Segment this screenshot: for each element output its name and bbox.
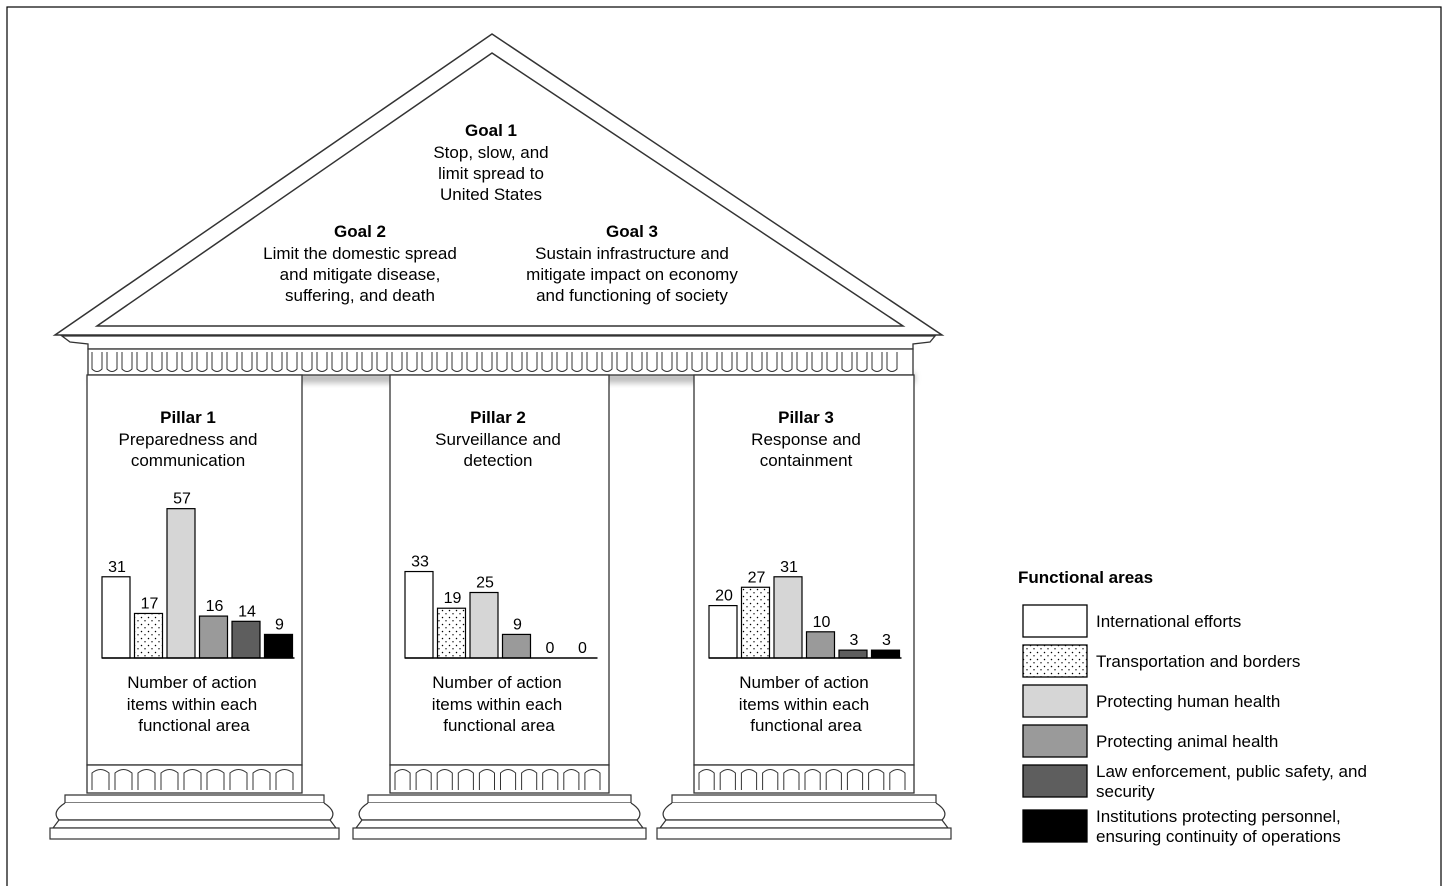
legend-swatch-5 <box>1022 764 1088 798</box>
pillar-1-bar-5-label: 14 <box>238 603 256 620</box>
pillar-3-line-2: containment <box>760 451 853 470</box>
pillar-2-base <box>352 764 647 840</box>
pillar-3-base <box>656 764 952 840</box>
pillar-2-bar-2 <box>436 607 467 659</box>
goal-1-line-1: Stop, slow, and <box>433 143 548 162</box>
goal-3-title: Goal 3 <box>606 222 658 241</box>
pillar-1-bar-3 <box>166 508 196 659</box>
pillar-3-caption-line-3: functional area <box>750 716 862 735</box>
pillar-2-caption-line-3: functional area <box>443 716 555 735</box>
pillar-1-caption-line-1: Number of action <box>127 673 256 692</box>
pillar-2-bar-chart: 33 19 25 9 0 0 <box>404 554 598 659</box>
pillar-3-bar-1 <box>708 604 738 659</box>
legend-label-3-line-1: Protecting human health <box>1096 692 1280 711</box>
pillar-2-bar-1-label: 33 <box>411 554 429 571</box>
pillar-1-bar-2 <box>133 612 164 659</box>
pillar-3-line-1: Response and <box>751 430 861 449</box>
legend-label-5-line-1: Law enforcement, public safety, and <box>1096 762 1367 781</box>
legend-swatch-3 <box>1022 684 1088 718</box>
pillar-1-bar-3-label: 57 <box>173 491 191 508</box>
pillar-1-bar-6-label: 9 <box>275 616 284 633</box>
pillar-3-title: Pillar 3 <box>778 408 834 427</box>
pillar-3-bar-2 <box>740 586 771 659</box>
pillar-1-bar-4 <box>198 615 229 659</box>
goal-1-line-2: limit spread to <box>438 164 544 183</box>
goal-1-line-3: United States <box>440 185 542 204</box>
pillar-3-caption-line-1: Number of action <box>739 673 868 692</box>
legend-label-4-line-1: Protecting animal health <box>1096 732 1278 751</box>
pillar-3-bar-chart: 20 27 31 10 3 3 <box>708 559 902 659</box>
pillar-1-line-1: Preparedness and <box>119 430 258 449</box>
legend-swatch-1 <box>1022 604 1088 638</box>
pillar-1-bar-chart: 31 17 57 16 14 9 <box>101 491 295 659</box>
legend: International efforts Transportation and … <box>1022 604 1367 846</box>
legend-label-2-line-1: Transportation and borders <box>1096 652 1300 671</box>
pillar-3-bar-6 <box>870 649 901 659</box>
pillar-2-caption-line-1: Number of action <box>432 673 561 692</box>
pillar-3-bar-4 <box>805 631 836 659</box>
legend-label-1-line-1: International efforts <box>1096 612 1241 631</box>
pillar-2-line-1: Surveillance and <box>435 430 561 449</box>
pillar-2-bar-3 <box>469 591 499 659</box>
pillar-3-bar-4-label: 10 <box>813 614 831 631</box>
pillar-2-line-2: detection <box>464 451 533 470</box>
goal-1-title: Goal 1 <box>465 121 517 140</box>
goal-3-line-3: and functioning of society <box>536 286 728 305</box>
goal-2-line-1: Limit the domestic spread <box>263 244 457 263</box>
pillar-2-bar-4 <box>501 633 532 659</box>
pillar-3-bar-3 <box>773 576 803 659</box>
pillar-3-bar-6-label: 3 <box>882 632 891 649</box>
pillar-1-bar-2-label: 17 <box>141 595 159 612</box>
goal-2-title: Goal 2 <box>334 222 386 241</box>
pillar-3-bar-3-label: 31 <box>780 559 798 576</box>
pillar-3-bar-2-label: 27 <box>748 569 766 586</box>
pillar-1-bar-5 <box>231 620 261 659</box>
pillar-2-bar-4-label: 9 <box>513 616 522 633</box>
legend-label-5-line-2: security <box>1096 782 1155 801</box>
pillar-3-caption-line-2: items within each <box>739 695 869 714</box>
goal-3-line-2: mitigate impact on economy <box>526 265 738 284</box>
figure-frame <box>6 6 1442 886</box>
pillar-3-bar-5-label: 3 <box>850 632 859 649</box>
legend-swatch-2 <box>1022 644 1088 678</box>
pillar-1-bar-4-label: 16 <box>206 598 224 615</box>
pillar-2-bar-1 <box>404 570 434 659</box>
goal-3-line-1: Sustain infrastructure and <box>535 244 729 263</box>
pillar-1-bar-1 <box>101 576 131 659</box>
legend-swatch-4 <box>1022 724 1088 758</box>
pillar-2-title: Pillar 2 <box>470 408 526 427</box>
pillar-2-bar-2-label: 19 <box>444 590 462 607</box>
pillar-2-column <box>389 374 610 766</box>
pillar-2-bar-6-label: 0 <box>578 640 587 657</box>
pillar-2-caption-line-2: items within each <box>432 695 562 714</box>
pillar-1-base <box>49 764 340 840</box>
pillar-1-title: Pillar 1 <box>160 408 216 427</box>
legend-label-6-line-1: Institutions protecting personnel, <box>1096 807 1341 826</box>
pillar-3-bar-5 <box>838 649 868 659</box>
pillar-2-bar-5-label: 0 <box>546 640 555 657</box>
pillar-3-bar-1-label: 20 <box>715 588 733 605</box>
pediment <box>52 33 945 336</box>
legend-label-6-line-2: ensuring continuity of operations <box>1096 827 1341 846</box>
goal-2-line-2: and mitigate disease, <box>280 265 441 284</box>
pillar-1-bar-6 <box>263 633 294 659</box>
goal-2-line-3: suffering, and death <box>285 286 435 305</box>
pillar-1-bar-1-label: 31 <box>108 559 126 576</box>
pillar-1-caption-line-2: items within each <box>127 695 257 714</box>
legend-title: Functional areas <box>1018 568 1153 587</box>
pillar-2-bar-3-label: 25 <box>476 575 494 592</box>
pillar-1-line-2: communication <box>131 451 245 470</box>
pillar-1-caption-line-3: functional area <box>138 716 250 735</box>
legend-swatch-6 <box>1022 809 1088 843</box>
